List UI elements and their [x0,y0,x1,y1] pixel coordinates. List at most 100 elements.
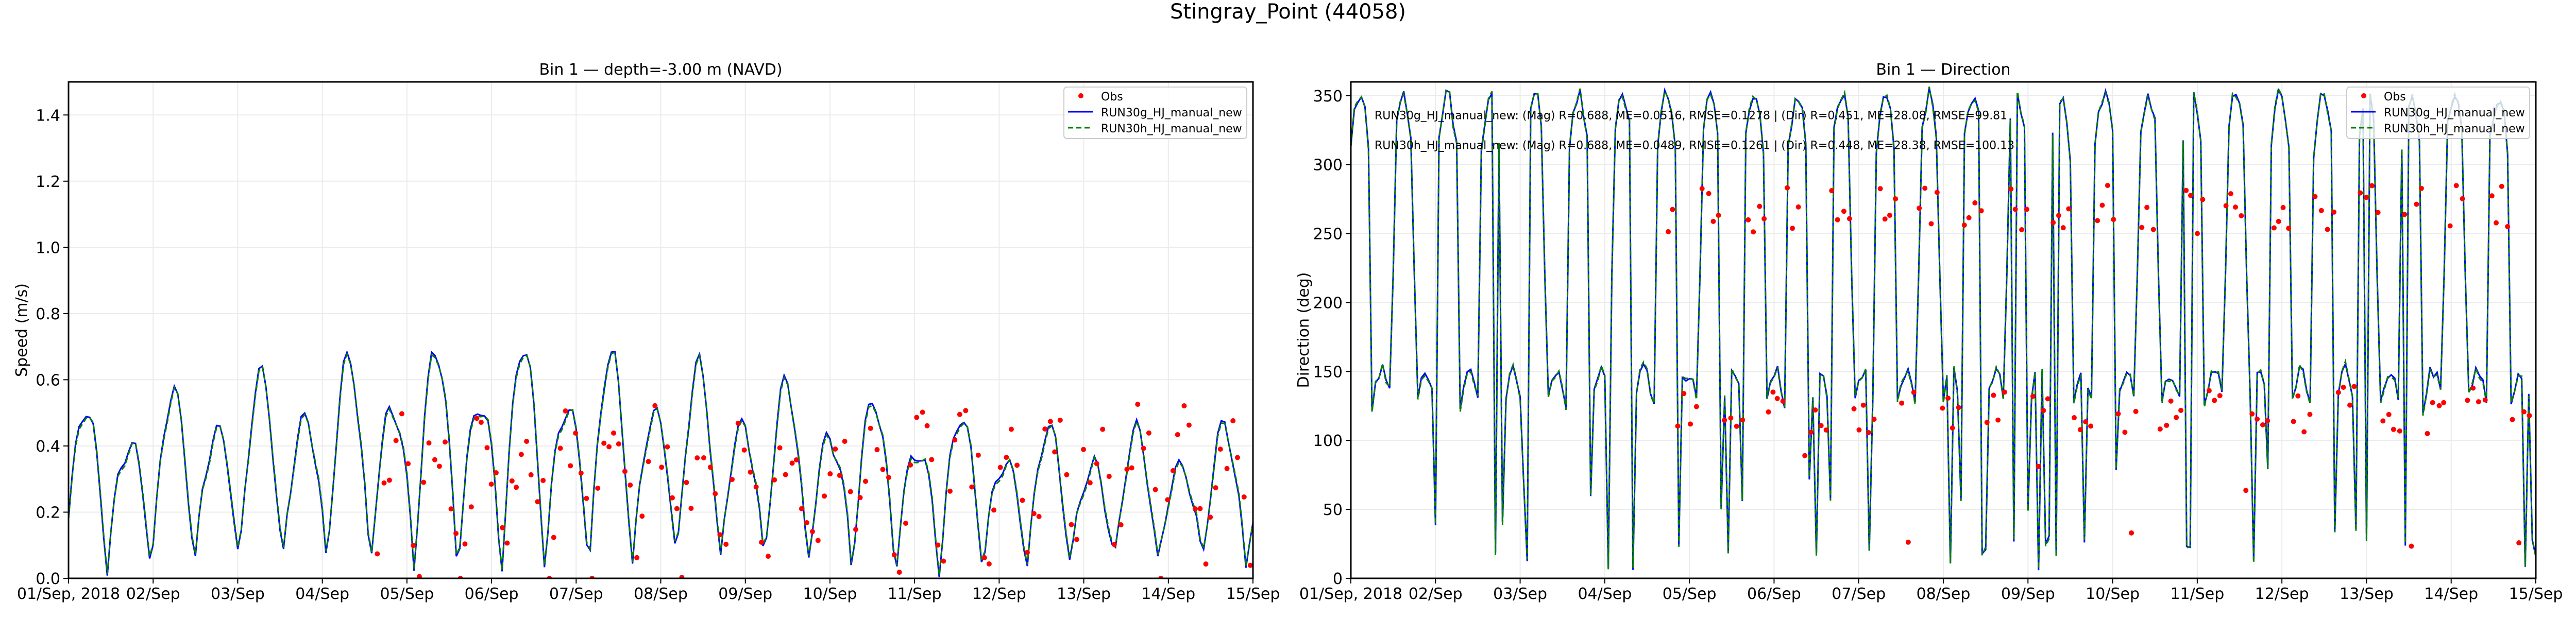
obs-point [952,437,958,443]
obs-point [2286,226,2292,231]
obs-point [462,541,468,547]
obs-point [563,408,568,414]
obs-point [2358,190,2363,196]
y-tick-label: 0.0 [36,570,60,588]
obs-point [2521,409,2527,415]
obs-point [540,477,546,483]
series-run30h-line [1351,85,2536,570]
obs-point [2243,488,2249,493]
obs-point [2295,393,2301,399]
obs-point [2364,195,2369,200]
obs-point [514,485,519,490]
obs-point [2139,225,2145,230]
x-tick-label: 01/Sep, 2018 [1299,585,1402,603]
obs-point [2150,227,2156,232]
axes-title: Bin 1 — Direction [1876,61,2010,79]
obs-point [2200,197,2206,202]
legend-obs-marker [1078,93,1083,98]
obs-point [1818,423,1824,428]
obs-point [957,411,962,417]
y-tick-label: 350 [1313,88,1343,106]
obs-point [1795,204,1801,210]
obs-point [991,507,997,513]
obs-point [1224,466,1230,471]
obs-point [1966,215,1972,220]
obs-point [2223,203,2229,209]
x-tick-label: 12/Sep [2255,585,2309,603]
x-tick-label: 04/Sep [295,585,349,603]
obs-point [986,561,992,566]
obs-point [1213,485,1218,491]
y-tick-label: 0.2 [36,504,60,522]
axes-title: Bin 1 — depth=-3.00 m (NAVD) [539,61,782,79]
obs-point [837,473,842,478]
x-tick-label: 07/Sep [1832,585,1886,603]
obs-point [1087,480,1093,486]
obs-point [2024,207,2029,212]
obs-point [1785,185,1790,191]
obs-point [848,489,853,494]
obs-point [2276,218,2281,224]
obs-point [399,411,404,417]
obs-point [1208,514,1213,520]
obs-point [717,532,723,538]
obs-point [1991,392,1996,398]
obs-point [665,444,670,450]
obs-point [947,488,953,494]
obs-point [2095,218,2100,224]
obs-point [474,416,480,421]
x-tick-label: 14/Sep [2424,585,2478,603]
obs-point [518,452,524,457]
obs-point [1111,542,1117,547]
y-tick-label: 150 [1313,363,1343,381]
obs-point [2301,429,2307,435]
obs-point [789,460,795,466]
obs-point [2460,196,2465,201]
obs-point [1766,409,1771,415]
obs-point [2168,398,2174,404]
obs-point [1681,391,1687,397]
obs-point [1192,506,1198,512]
stats-annotations: RUN30g_HJ_manual_new: (Mag) R=0.688, ME=… [1375,109,2014,152]
obs-point [484,445,490,451]
obs-point [2347,402,2352,408]
obs-point [2056,213,2062,218]
obs-point [2129,530,2134,536]
obs-point [741,447,747,453]
y-tick-label: 300 [1313,157,1343,175]
obs-point [634,555,640,560]
obs-point [1670,207,1675,212]
obs-point [2414,201,2419,207]
obs-point [1203,561,1209,567]
obs-point [1247,562,1253,568]
obs-point [1666,229,1671,234]
obs-point [723,541,729,547]
legend-label: RUN30h_HJ_manual_new [2384,123,2525,135]
obs-point [1042,426,1048,432]
obs-point [616,441,621,447]
x-tick-label: 15/Sep [2509,585,2563,603]
obs-point [2194,231,2200,236]
obs-point [730,476,735,482]
obs-point [765,554,771,559]
obs-point [908,462,913,468]
obs-point [827,471,833,477]
obs-point [2331,209,2337,215]
obs-point [573,431,579,436]
y-tick-label: 250 [1313,226,1343,244]
obs-point [2312,194,2318,199]
obs-point [1802,453,1808,458]
obs-point [1945,396,1951,401]
obs-point [2465,398,2470,403]
obs-point [557,445,563,451]
obs-point [2212,398,2217,403]
obs-point [551,535,556,540]
legend-box [1063,87,1247,139]
obs-point [1165,497,1171,503]
obs-point [799,506,804,511]
obs-point [1835,217,1840,222]
obs-point [1217,447,1223,452]
obs-point [975,452,981,458]
obs-point [929,457,935,462]
